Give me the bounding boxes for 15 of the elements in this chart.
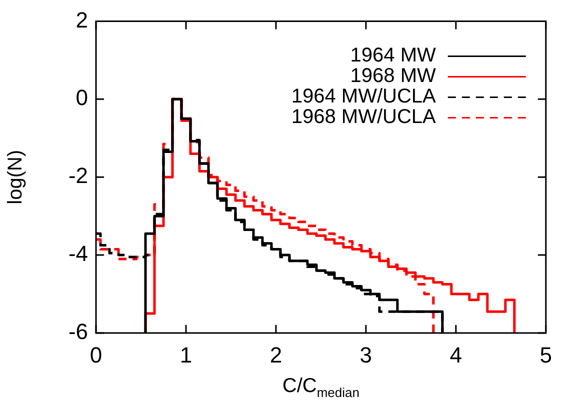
x-tick-label: 1	[180, 342, 192, 368]
legend-label: 1968 MW	[350, 65, 436, 88]
y-tick-label: -4	[68, 241, 88, 266]
y-tick-label: 2	[76, 7, 88, 32]
x-tick-label: 3	[360, 342, 372, 368]
x-tick-label: 5	[540, 342, 552, 368]
x-tick-label: 4	[450, 342, 462, 368]
legend-label: 1968 MW/UCLA	[291, 106, 437, 128]
y-tick-label: 0	[76, 85, 88, 110]
y-axis-title: log(N)	[4, 150, 27, 204]
y-tick-label: -6	[68, 319, 88, 344]
legend-label: 1964 MW	[350, 44, 436, 67]
legend-label: 1964 MW/UCLA	[291, 86, 437, 108]
x-tick-label: 2	[270, 342, 282, 368]
y-tick-label: -2	[68, 163, 88, 188]
